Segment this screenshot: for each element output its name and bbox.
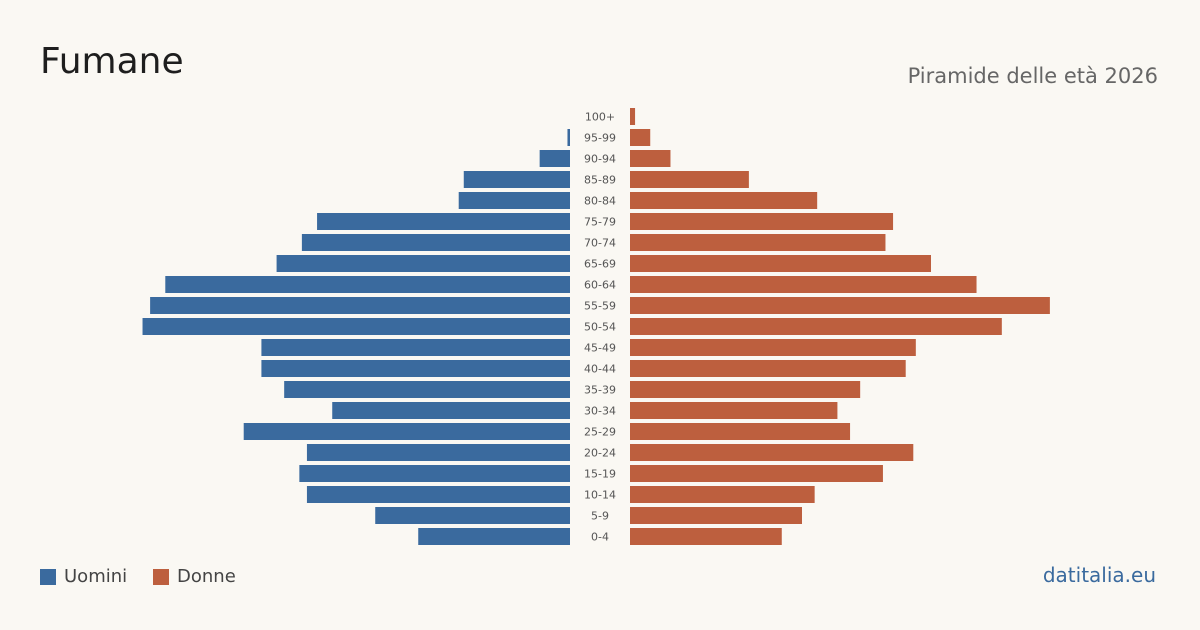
bar-men-70-74: [301, 234, 570, 251]
bar-men-60-64: [165, 276, 570, 293]
age-label-80-84: 80-84: [584, 195, 616, 208]
age-label-0-4: 0-4: [591, 531, 609, 544]
bar-men-40-44: [261, 360, 570, 377]
bar-men-75-79: [317, 213, 570, 230]
bar-men-90-94: [539, 150, 570, 167]
bar-men-10-14: [306, 486, 570, 503]
bar-men-20-24: [306, 444, 570, 461]
bar-men-80-84: [458, 192, 570, 209]
age-label-85-89: 85-89: [584, 174, 616, 187]
legend-label-men: Uomini: [64, 566, 128, 587]
bar-men-35-39: [284, 381, 570, 398]
legend-item-women: Donne: [153, 566, 236, 587]
bar-men-5-9: [375, 507, 570, 524]
legend-swatch-men: [40, 568, 56, 585]
age-label-15-19: 15-19: [584, 468, 616, 481]
bar-women-5-9: [630, 507, 802, 524]
age-label-10-14: 10-14: [584, 489, 616, 502]
age-label-70-74: 70-74: [584, 237, 616, 250]
page-title: Fumane: [40, 41, 184, 82]
bar-women-90-94: [630, 150, 671, 167]
bar-men-55-59: [150, 297, 570, 314]
bar-women-75-79: [630, 213, 894, 230]
bar-men-25-29: [243, 423, 571, 440]
bar-men-30-34: [332, 402, 570, 419]
bar-men-0-4: [418, 528, 570, 545]
bar-women-35-39: [630, 381, 861, 398]
chart-subtitle: Piramide delle età 2026: [907, 64, 1158, 88]
bar-men-15-19: [299, 465, 570, 482]
legend-label-women: Donne: [177, 566, 236, 587]
age-label-20-24: 20-24: [584, 447, 616, 460]
bar-women-0-4: [630, 528, 782, 545]
bar-women-100plus: [630, 108, 636, 125]
age-label-40-44: 40-44: [584, 363, 616, 376]
bar-women-85-89: [630, 171, 749, 188]
age-label-90-94: 90-94: [584, 153, 616, 166]
bar-women-30-34: [630, 402, 838, 419]
age-label-30-34: 30-34: [584, 405, 616, 418]
bar-women-10-14: [630, 486, 815, 503]
bar-men-45-49: [261, 339, 570, 356]
age-label-50-54: 50-54: [584, 321, 616, 334]
age-label-95-99: 95-99: [584, 132, 616, 145]
age-label-75-79: 75-79: [584, 216, 616, 229]
bar-women-15-19: [630, 465, 883, 482]
bar-women-70-74: [630, 234, 886, 251]
age-label-45-49: 45-49: [584, 342, 616, 355]
bar-men-85-89: [463, 171, 570, 188]
bar-men-95-99: [567, 129, 570, 146]
bar-women-20-24: [630, 444, 914, 461]
bar-men-65-69: [276, 255, 570, 272]
age-label-65-69: 65-69: [584, 258, 616, 271]
age-label-100plus: 100+: [585, 111, 615, 124]
age-label-55-59: 55-59: [584, 300, 616, 313]
brand-link[interactable]: datitalia.eu: [1042, 563, 1156, 587]
bar-women-40-44: [630, 360, 906, 377]
age-label-25-29: 25-29: [584, 426, 616, 439]
bar-women-60-64: [630, 276, 977, 293]
legend-swatch-women: [153, 568, 169, 585]
bar-women-50-54: [630, 318, 1002, 335]
bar-women-25-29: [630, 423, 851, 440]
age-label-60-64: 60-64: [584, 279, 616, 292]
bar-women-65-69: [630, 255, 931, 272]
bar-women-80-84: [630, 192, 818, 209]
bar-men-50-54: [142, 318, 570, 335]
bar-women-45-49: [630, 339, 916, 356]
legend-item-men: Uomini: [40, 566, 127, 587]
age-label-5-9: 5-9: [591, 510, 609, 523]
age-label-35-39: 35-39: [584, 384, 616, 397]
bar-women-95-99: [630, 129, 651, 146]
bar-women-55-59: [630, 297, 1050, 314]
